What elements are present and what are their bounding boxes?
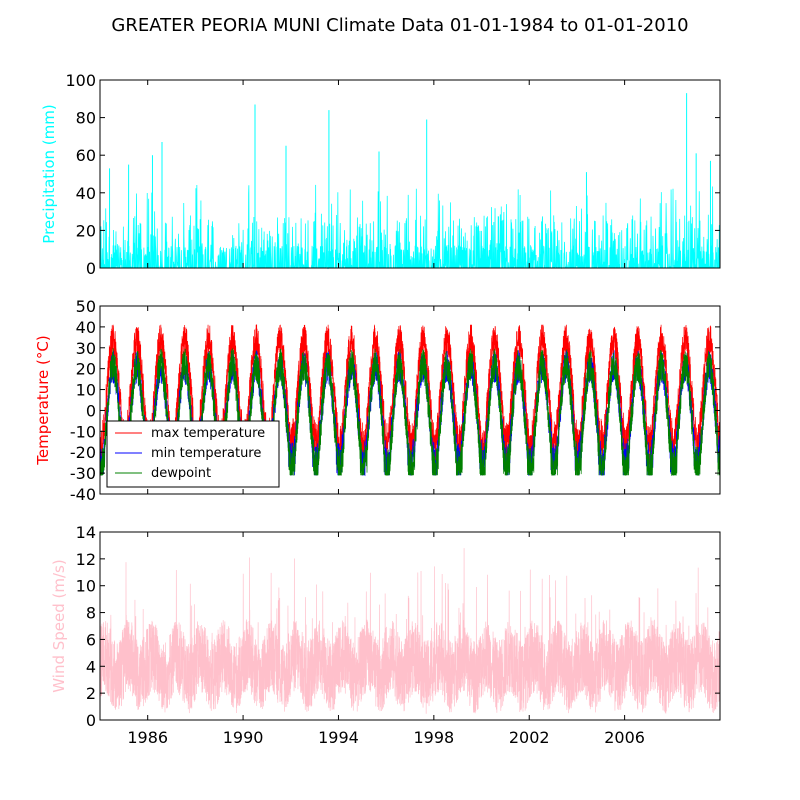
y-tick-label: -40 xyxy=(70,485,96,504)
precipitation-panel: 0 20 40 60 80 100 Precipitation (mm) xyxy=(40,71,721,278)
y-tick-label: 40 xyxy=(76,184,96,203)
precipitation-x-ticks xyxy=(147,80,626,268)
y-tick-label: 14 xyxy=(76,523,96,542)
x-tick-label: 1986 xyxy=(127,728,168,747)
x-tick-label: 1994 xyxy=(318,728,359,747)
temperature-legend: max temperature min temperature dewpoint xyxy=(106,420,280,488)
y-tick-label: 80 xyxy=(76,109,96,128)
y-tick-label: 50 xyxy=(76,297,96,316)
precipitation-y-ticks: 0 20 40 60 80 100 xyxy=(65,71,720,278)
y-tick-label: 0 xyxy=(86,711,96,730)
legend-label-max-temperature: max temperature xyxy=(151,426,265,441)
precipitation-y-axis-label: Precipitation (mm) xyxy=(40,104,58,243)
temperature-series xyxy=(99,324,721,477)
x-tick-label: 2002 xyxy=(509,728,550,747)
y-tick-label: 60 xyxy=(76,146,96,165)
y-tick-label: 40 xyxy=(76,318,96,337)
y-tick-label: -30 xyxy=(70,464,96,483)
precipitation-axes-frame xyxy=(99,79,721,269)
y-tick-label: 8 xyxy=(86,604,96,623)
legend-label-min-temperature: min temperature xyxy=(151,446,261,461)
y-tick-label: 20 xyxy=(76,221,96,240)
y-tick-label: 30 xyxy=(76,339,96,358)
y-tick-label: -20 xyxy=(70,443,96,462)
wind-speed-axes-frame xyxy=(99,531,721,721)
y-tick-label: 10 xyxy=(76,577,96,596)
y-tick-label: 4 xyxy=(86,657,96,676)
temperature-x-ticks xyxy=(147,306,626,494)
temperature-y-ticks: -40 -30 -20 -10 010 20 30 40 50 xyxy=(70,297,720,504)
temperature-line-max-temperature xyxy=(99,324,721,467)
y-tick-label: 0 xyxy=(86,401,96,420)
wind-speed-y-axis-label: Wind Speed (m/s) xyxy=(50,559,68,692)
y-tick-label: 6 xyxy=(86,630,96,649)
x-tick-label: 2006 xyxy=(604,728,645,747)
wind-speed-x-ticks: 1986 1990 1994 1998 2002 2006 xyxy=(127,532,645,747)
y-tick-label: 20 xyxy=(76,360,96,379)
temperature-y-axis-label: Temperature (°C) xyxy=(34,335,52,465)
wind-speed-line xyxy=(99,548,721,714)
y-tick-label: 0 xyxy=(86,259,96,278)
y-tick-label: 2 xyxy=(86,684,96,703)
temperature-axes-frame xyxy=(99,305,721,495)
x-tick-label: 1998 xyxy=(413,728,454,747)
temperature-panel: -40 -30 -20 -10 010 20 30 40 50 Temperature (°C)… xyxy=(34,297,721,504)
x-tick-label: 1990 xyxy=(223,728,264,747)
y-tick-label: 100 xyxy=(65,71,96,90)
wind-speed-series xyxy=(99,548,721,714)
temperature-line-dewpoint xyxy=(99,348,721,477)
y-tick-label: 12 xyxy=(76,550,96,569)
y-tick-label: 10 xyxy=(76,381,96,400)
y-tick-label: -10 xyxy=(70,422,96,441)
wind-speed-panel: 0 2 4 6 8 10 12 14 1986 1990 1994 1998 2002 2006 Win… xyxy=(50,523,721,747)
legend-label-dewpoint: dewpoint xyxy=(151,466,211,481)
figure-title: GREATER PEORIA MUNI Climate Data 01-01-1… xyxy=(111,15,688,36)
legend-box xyxy=(106,420,280,488)
wind-speed-y-ticks: 0 2 4 6 8 10 12 14 xyxy=(76,523,720,730)
